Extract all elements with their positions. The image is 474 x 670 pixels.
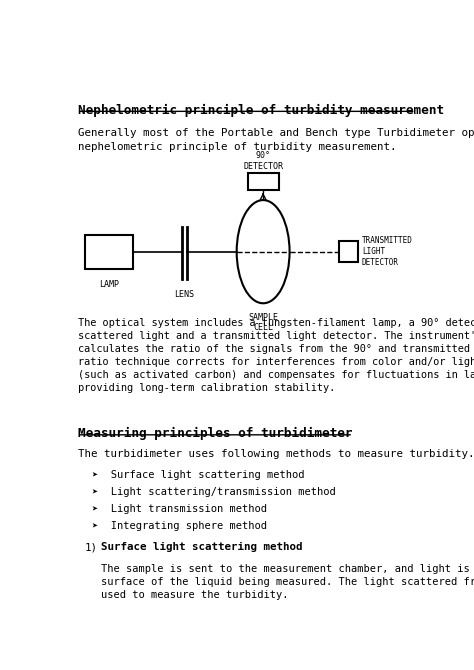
Text: The optical system includes a tungsten-filament lamp, a 90° detector to monitor
: The optical system includes a tungsten-f… (78, 318, 474, 393)
Bar (85, 235, 133, 269)
Text: LENS: LENS (174, 290, 194, 299)
Text: The sample is sent to the measurement chamber, and light is radiated to the
surf: The sample is sent to the measurement ch… (101, 563, 474, 600)
Ellipse shape (237, 200, 290, 304)
Text: The turbidimeter uses following methods to measure turbidity.: The turbidimeter uses following methods … (78, 450, 474, 459)
Text: Surface light scattering method: Surface light scattering method (101, 542, 303, 552)
Text: Generally most of the Portable and Bench type Turbidimeter operates on the
nephe: Generally most of the Portable and Bench… (78, 129, 474, 151)
Bar (339, 241, 357, 262)
Text: SAMPLE
CELL: SAMPLE CELL (248, 312, 278, 332)
Text: TRANSMITTED
LIGHT
DETECTOR: TRANSMITTED LIGHT DETECTOR (362, 236, 413, 267)
Text: Nephelometric principle of turbidity measurement: Nephelometric principle of turbidity mea… (78, 104, 444, 117)
Text: 1): 1) (85, 542, 98, 552)
Text: ➤  Light scattering/transmission method: ➤ Light scattering/transmission method (92, 487, 336, 497)
Text: Measuring principles of turbidimeter: Measuring principles of turbidimeter (78, 427, 352, 440)
Text: ➤  Surface light scattering method: ➤ Surface light scattering method (92, 470, 305, 480)
Text: LAMP: LAMP (99, 280, 119, 289)
Bar (247, 174, 279, 190)
Text: 90°
DETECTOR: 90° DETECTOR (243, 151, 283, 171)
Text: ➤  Light transmission method: ➤ Light transmission method (92, 504, 267, 514)
Text: ➤  Integrating sphere method: ➤ Integrating sphere method (92, 521, 267, 531)
